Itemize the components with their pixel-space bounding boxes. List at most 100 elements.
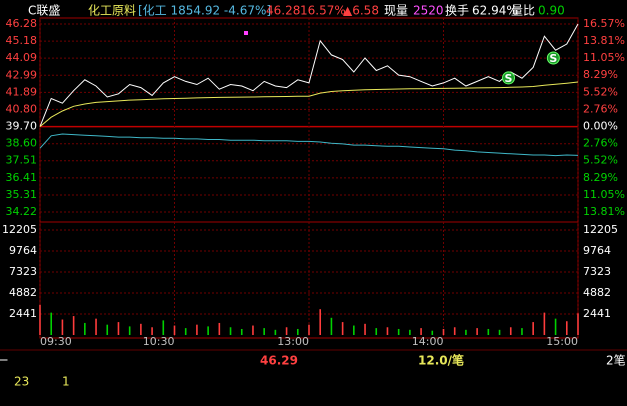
volume-bar: [162, 320, 165, 335]
y-tick-label-right: 4882: [583, 286, 611, 299]
y2-tick-label: 13.81%: [583, 34, 625, 47]
y-tick-label: 12205: [2, 223, 37, 236]
y-tick-label: 41.89: [6, 85, 38, 98]
event-marker: [244, 31, 248, 35]
volume-bar: [487, 328, 490, 335]
footer-price: 46.29: [260, 354, 298, 368]
y2-tick-label: 5.52%: [583, 85, 618, 98]
y2-tick-label: 13.81%: [583, 205, 625, 218]
y-tick-label-right: 2441: [583, 307, 611, 320]
volume-bar: [554, 318, 557, 335]
volume-bar: [95, 318, 97, 335]
index-info: [化工 1854.92 -4.67%]: [138, 4, 271, 18]
y-tick-label: 40.80: [6, 102, 38, 115]
volume-bar: [330, 317, 333, 335]
y2-tick-label: 5.52%: [583, 154, 618, 167]
volume-bar: [84, 322, 86, 335]
volume-bar: [521, 328, 523, 335]
volume-bar: [353, 325, 355, 335]
price: 46.28: [266, 4, 300, 18]
volume-bar: [397, 328, 400, 335]
volume-bar: [509, 327, 512, 335]
y-tick-label: 4882: [9, 286, 37, 299]
volume-bar: [240, 328, 243, 335]
volume-bar: [274, 329, 277, 335]
y-tick-label-right: 7323: [583, 265, 611, 278]
signal-marker: [546, 51, 560, 65]
volume-bar: [252, 325, 254, 335]
y-tick-label: 2441: [9, 307, 37, 320]
volume-bar: [229, 327, 232, 335]
signal-label: S: [505, 72, 513, 85]
volume-bar: [498, 329, 501, 335]
y2-tick-label: 8.29%: [583, 171, 618, 184]
sector: 化工原料: [88, 4, 136, 18]
volume-bar: [442, 328, 445, 335]
volume-bar: [409, 329, 411, 335]
y2-tick-label: 11.05%: [583, 188, 625, 201]
volume-bar: [420, 328, 422, 335]
volume-bar: [196, 324, 198, 335]
volume-bar: [375, 328, 378, 335]
y-tick-label: 42.99: [6, 68, 38, 81]
y2-tick-label: 11.05%: [583, 51, 625, 64]
turnover: 62.94%: [472, 4, 518, 18]
x-tick-label: 09:30: [40, 335, 72, 348]
y-tick-label: 36.41: [6, 171, 38, 184]
volume-bar: [184, 328, 187, 335]
volume-bar: [565, 321, 568, 335]
y-tick-label-right: 12205: [583, 223, 618, 236]
volume-bar: [453, 327, 456, 335]
volume-bar: [364, 323, 366, 335]
signal-label: S: [549, 52, 557, 65]
header: C联盛 化工原料 [化工 1854.92 -4.67%] 46.28 16.57…: [28, 3, 565, 18]
y-tick-label: 35.31: [6, 188, 38, 201]
footer-left: 一: [0, 354, 8, 368]
x-tick-label: 15:00: [546, 335, 578, 348]
footer-count-b: 1: [62, 375, 70, 389]
volume-bar: [532, 322, 534, 335]
x-tick-label: 10:30: [143, 335, 175, 348]
volume-bar: [285, 327, 288, 335]
y-tick-label: 9764: [9, 244, 37, 257]
volume: 2520: [413, 4, 444, 18]
volume-bar: [106, 324, 109, 335]
volume-bar: [476, 328, 478, 335]
y-tick-label-right: 9764: [583, 244, 611, 257]
change: ▲6.58: [343, 4, 379, 18]
volume-bar: [39, 304, 41, 335]
series-line: [39, 81, 579, 127]
y2-tick-label: 2.76%: [583, 102, 618, 115]
series-line: [39, 133, 579, 157]
volume-bar: [128, 326, 131, 335]
y-tick-label: 46.28: [6, 17, 38, 30]
y-tick-label: 37.51: [6, 154, 38, 167]
footer-count-a: 23: [14, 375, 29, 389]
volume-bar: [117, 322, 120, 335]
y2-tick-label: 2.76%: [583, 137, 618, 150]
change-pct: 16.57%: [300, 4, 346, 18]
footer: 一 46.29 12.0/笔 2笔 23 1: [0, 353, 626, 389]
volume-bar: [140, 323, 142, 335]
volume-bar: [386, 327, 389, 335]
stock-name: C联盛: [28, 3, 60, 18]
volume-bar: [72, 316, 75, 335]
footer-per-trade: 12.0/笔: [418, 353, 464, 368]
y-tick-label: 39.70: [6, 120, 38, 133]
turnover-label: 换手: [445, 4, 469, 18]
y-tick-label: 7323: [9, 265, 37, 278]
signal-marker: [502, 71, 516, 85]
volume-bar: [431, 330, 434, 335]
footer-right: 2笔: [606, 353, 626, 368]
x-tick-label: 13:00: [277, 335, 309, 348]
volume-bar: [319, 309, 322, 335]
x-tick-label: 14:00: [412, 335, 444, 348]
volume-bar: [543, 312, 546, 335]
volume-label: 现量: [384, 4, 408, 18]
y-tick-label: 44.09: [6, 51, 38, 64]
volume-bar: [207, 326, 209, 335]
volume-bar: [296, 328, 299, 335]
y2-tick-label: 16.57%: [583, 17, 625, 30]
volume-bar: [50, 312, 53, 335]
